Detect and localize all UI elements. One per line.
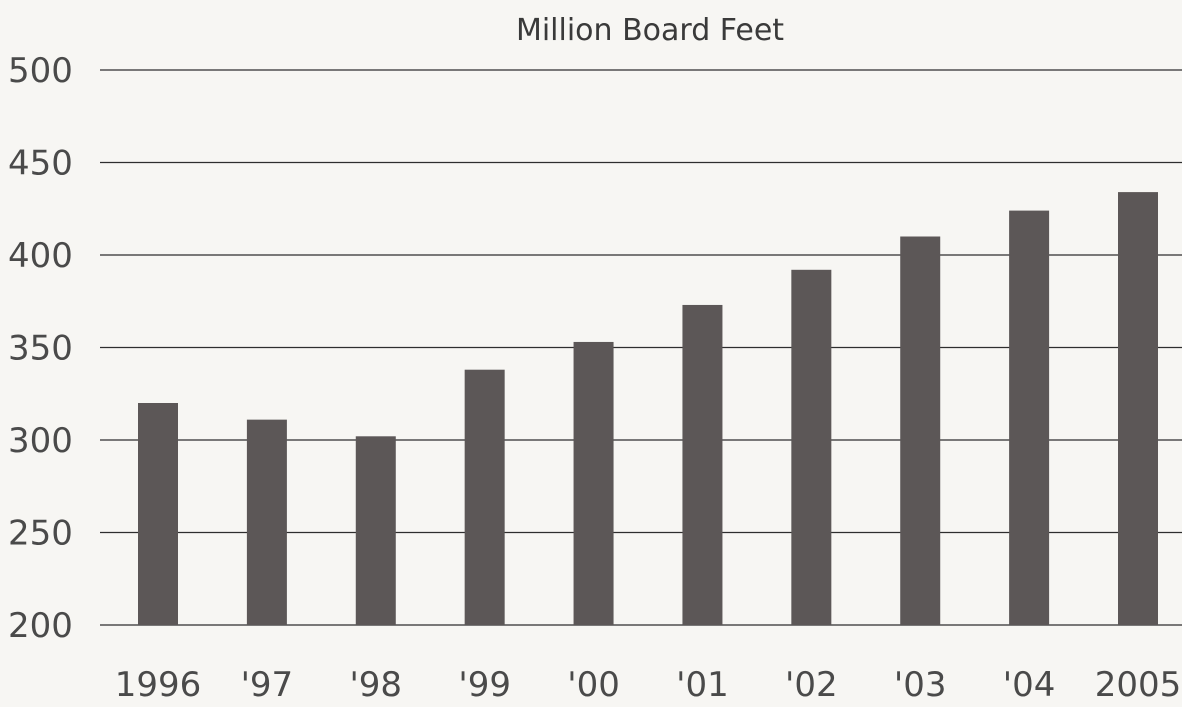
bar <box>464 369 505 625</box>
bar <box>791 269 832 625</box>
bar <box>682 304 723 625</box>
bar <box>138 403 178 625</box>
x-tick-label: 2005 <box>1095 665 1182 705</box>
bar <box>1118 192 1158 625</box>
x-axis-ticks: 1996 '97 '98 '99 '00 '01 '02 '03 '04 2005 <box>115 665 1182 705</box>
bar <box>246 419 287 625</box>
y-tick-label: 500 <box>8 51 73 91</box>
x-tick-label: 1996 <box>115 665 202 705</box>
x-tick-label: '04 <box>1003 665 1056 705</box>
x-tick-label: '00 <box>567 665 620 705</box>
bar <box>573 341 614 625</box>
chart-title: Million Board Feet <box>516 13 784 48</box>
x-tick-label: '98 <box>349 665 402 705</box>
x-tick-label: '03 <box>894 665 947 705</box>
x-tick-label: '99 <box>458 665 511 705</box>
y-tick-label: 450 <box>8 144 73 184</box>
y-tick-label: 400 <box>8 236 73 276</box>
x-tick-label: '97 <box>241 665 294 705</box>
y-axis-ticks: 200 250 300 350 400 450 500 <box>8 51 73 646</box>
y-tick-label: 300 <box>8 421 73 461</box>
bar <box>900 236 941 625</box>
bar <box>355 436 396 625</box>
bars <box>138 192 1158 625</box>
y-tick-label: 350 <box>8 329 73 369</box>
y-tick-label: 250 <box>8 514 73 554</box>
x-tick-label: '02 <box>785 665 838 705</box>
x-tick-label: '01 <box>676 665 729 705</box>
y-tick-label: 200 <box>8 606 73 646</box>
bar <box>1009 210 1050 625</box>
